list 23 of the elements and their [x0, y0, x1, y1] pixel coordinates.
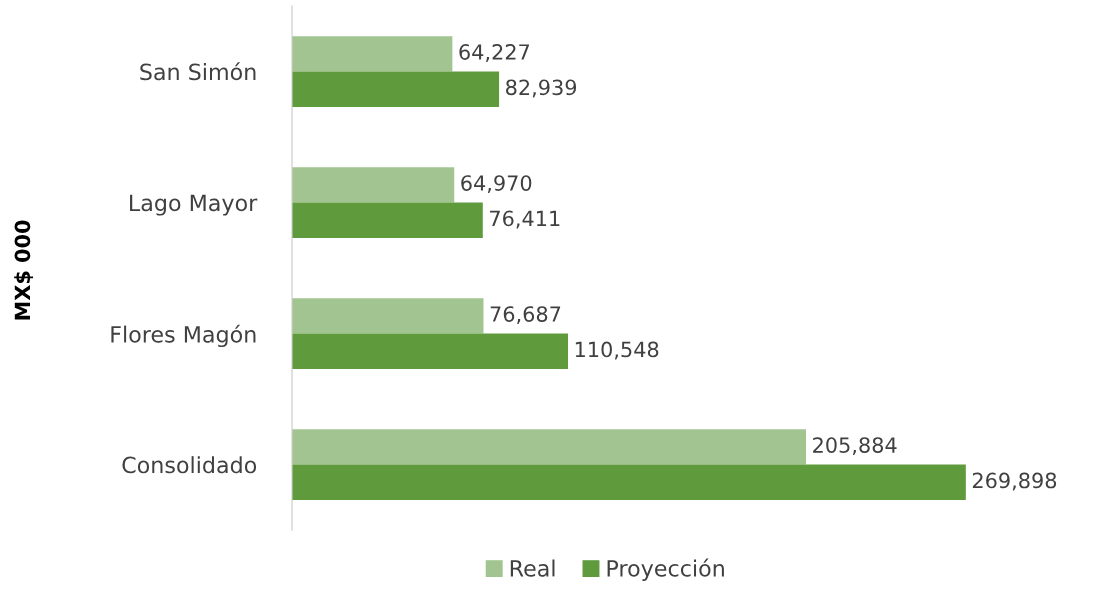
y-tick-label: San Simón: [140, 62, 256, 81]
bar: [292, 202, 483, 238]
bar: [292, 71, 500, 107]
data-label: 269,898: [972, 472, 1057, 491]
bar: [292, 298, 484, 334]
legend-label: Real: [510, 559, 555, 577]
bar: [292, 464, 966, 500]
data-label: 76,687: [490, 306, 561, 325]
bar: [292, 429, 807, 465]
bar: [292, 167, 455, 203]
y-tick-label: Lago Mayor: [130, 194, 258, 216]
data-label: 76,411: [490, 210, 560, 229]
y-axis-title: MX$ 000: [14, 220, 34, 320]
legend-label: Proyección: [607, 558, 724, 581]
data-label: 205,884: [813, 437, 897, 456]
bar: [292, 36, 453, 72]
data-label: 110,548: [575, 341, 659, 360]
bar: [292, 333, 569, 369]
data-label: 82,939: [506, 79, 577, 98]
data-label: 64,970: [461, 175, 532, 194]
y-tick-label: Flores Magón: [111, 324, 256, 348]
y-tick-label: Consolidado: [122, 456, 257, 474]
data-label: 64,227: [459, 44, 530, 62]
